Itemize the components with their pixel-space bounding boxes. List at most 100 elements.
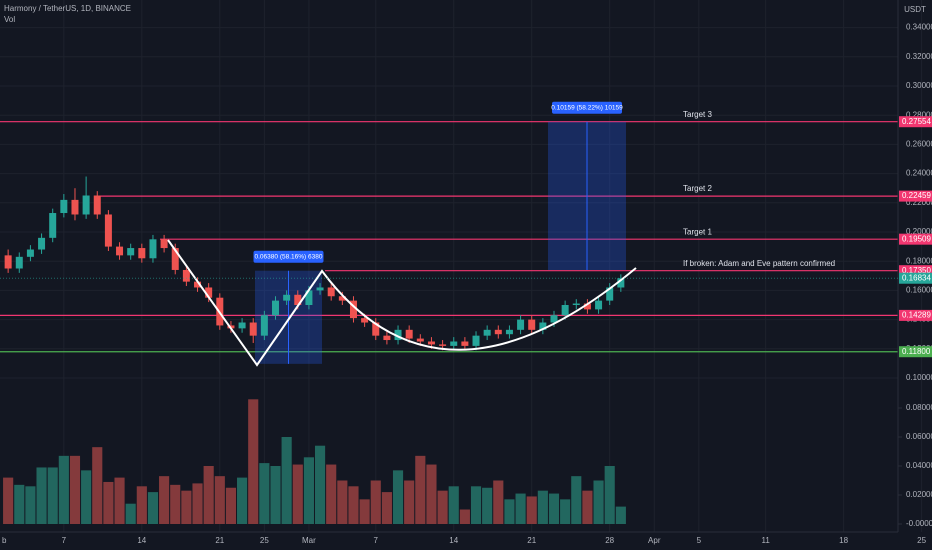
volume-bar xyxy=(359,499,370,524)
volume-bar xyxy=(426,464,437,524)
candle-body xyxy=(4,255,12,269)
candle-body xyxy=(528,319,536,330)
candle-body xyxy=(349,300,357,319)
grid xyxy=(0,0,923,532)
candle-body xyxy=(182,269,190,282)
candle-body xyxy=(427,341,435,345)
candle-body xyxy=(372,322,380,336)
volume-bar xyxy=(259,463,270,524)
measure-label-box xyxy=(253,250,324,263)
level-text: Target 3 xyxy=(683,110,712,119)
y2-tick-label: 0.02000 xyxy=(906,490,932,499)
volume-bar xyxy=(3,477,14,524)
level-price-label: 0.17350 xyxy=(902,266,931,275)
level-price-label: 0.14289 xyxy=(902,310,931,319)
candle-body xyxy=(539,322,547,330)
volume-bar xyxy=(381,492,392,524)
x-tick-label: b xyxy=(2,536,7,545)
volume-bar xyxy=(181,490,192,524)
candle-body xyxy=(583,303,591,310)
candle-body xyxy=(405,329,413,339)
candle-body xyxy=(572,303,580,305)
candle-body xyxy=(383,335,391,341)
volume-bar xyxy=(504,499,515,524)
volume-bar xyxy=(571,476,582,524)
x-tick-label: 25 xyxy=(260,536,269,545)
volume-bar xyxy=(292,464,303,524)
currency: USDT xyxy=(904,5,926,14)
volume-bar xyxy=(303,457,314,524)
level-text: If broken: Adam and Eve pattern confirme… xyxy=(683,259,835,268)
volume-bar xyxy=(14,484,25,524)
levels: Target 3 Target 2 Target 1 If broken: Adam … xyxy=(0,110,898,353)
candle-body xyxy=(82,195,90,215)
candle-body xyxy=(138,248,146,259)
x-tick-label: 14 xyxy=(449,536,458,545)
candle-body xyxy=(238,322,246,329)
candle-body xyxy=(472,335,480,346)
volume-bar xyxy=(582,490,593,524)
candle-body xyxy=(316,287,324,291)
measure-label-box xyxy=(552,101,622,114)
x-tick-label: Mar xyxy=(302,536,316,545)
y2-tick-label: -0.00000 xyxy=(906,519,932,528)
level-price-label: 0.19509 xyxy=(902,234,931,243)
volume-bar xyxy=(537,490,548,524)
candle-body xyxy=(305,290,313,305)
candle-body xyxy=(15,256,23,269)
x-tick-label: Apr xyxy=(648,536,661,545)
candle-body xyxy=(272,300,279,316)
volume-bar xyxy=(237,477,248,524)
adam-eve-pattern xyxy=(167,239,637,367)
candle-body xyxy=(606,287,614,301)
volume-bar xyxy=(114,477,125,524)
level-price-label: 0.11800 xyxy=(902,347,931,356)
candle-body xyxy=(104,214,112,247)
level-price-label: 0.27554 xyxy=(902,117,931,126)
volume-bar xyxy=(214,476,225,524)
volume-label: Vol xyxy=(4,15,15,24)
candle-body xyxy=(26,249,34,257)
candle-body xyxy=(617,278,625,288)
candle-body xyxy=(194,281,202,288)
volume-bar xyxy=(47,467,58,524)
volume-bar xyxy=(515,493,526,524)
measure-label: 0.06380 (58.16%) 6380 xyxy=(255,253,323,260)
level-text: Target 1 xyxy=(683,227,712,236)
candle-body xyxy=(494,329,502,335)
volume-bar xyxy=(459,509,470,524)
volume-bar xyxy=(348,486,359,524)
volume-bar xyxy=(392,470,404,524)
candle-body xyxy=(550,315,558,323)
volume-bar xyxy=(69,455,81,524)
level-price-box xyxy=(899,190,932,202)
volume-bar xyxy=(314,445,326,524)
x-tick-label: 25 xyxy=(917,536,926,545)
volume-bar xyxy=(58,455,69,524)
volume-bar xyxy=(548,493,560,524)
volume-bar xyxy=(81,470,92,524)
candle-body xyxy=(394,329,402,341)
measure-label: 0.10159 (58.22%) 10159 xyxy=(551,104,623,111)
volume-bar xyxy=(147,492,159,524)
volume-bar xyxy=(103,481,114,524)
volume-bar xyxy=(248,399,259,524)
volume-bar xyxy=(270,466,281,524)
volume-bar xyxy=(326,464,337,524)
x-tick-label: 7 xyxy=(62,536,67,545)
volume-bar xyxy=(448,486,459,524)
candle-body xyxy=(595,300,603,310)
candle-body xyxy=(171,248,179,270)
